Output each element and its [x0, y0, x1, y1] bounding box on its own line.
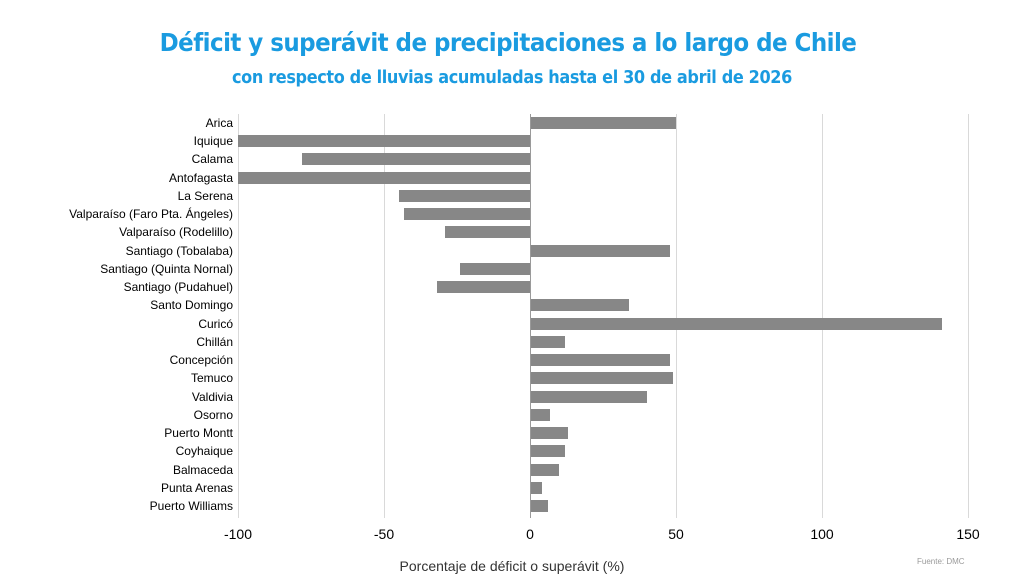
gridline	[238, 114, 239, 518]
category-label: Osorno	[193, 407, 233, 422]
bar	[302, 153, 530, 166]
category-label: Antofagasta	[168, 170, 233, 185]
category-label: Santiago (Pudahuel)	[123, 280, 233, 295]
chart-title: Déficit y superávit de precipitaciones a…	[159, 28, 857, 57]
x-tick-label: -100	[223, 526, 253, 542]
bar	[530, 463, 560, 476]
category-label: Santiago (Quinta Nornal)	[100, 261, 233, 276]
bar	[530, 390, 647, 403]
bar	[445, 226, 530, 239]
category-label: Concepción	[169, 353, 233, 368]
category-label: Puerto Williams	[149, 499, 233, 514]
gridline	[384, 114, 385, 518]
category-label: Calama	[191, 152, 233, 167]
category-label: Curicó	[198, 316, 233, 331]
bar	[459, 262, 530, 275]
bar	[530, 117, 676, 129]
bar	[530, 335, 566, 348]
source-note: Fuente: DMC	[917, 557, 965, 566]
bar	[238, 171, 530, 184]
bar	[530, 244, 671, 257]
bar	[404, 208, 530, 221]
category-label: Punta Arenas	[160, 480, 233, 495]
category-label: La Serena	[177, 188, 233, 203]
category-label: Temuco	[190, 371, 233, 386]
x-tick-label: 0	[526, 526, 534, 542]
gridline	[968, 114, 969, 518]
bar	[530, 317, 942, 330]
category-label: Valdivia	[191, 389, 233, 404]
x-tick-label: 50	[668, 526, 684, 542]
bar	[398, 189, 530, 202]
category-label: Arica	[205, 116, 233, 130]
bar	[530, 372, 674, 385]
category-label: Valparaíso (Rodelillo)	[119, 225, 233, 240]
category-label: Iquique	[193, 134, 233, 149]
chart-subtitle: con respecto de lluvias acumuladas hasta…	[232, 68, 792, 88]
category-label: Puerto Montt	[164, 426, 233, 441]
bar	[530, 481, 542, 494]
zero-axis-line	[530, 114, 531, 518]
x-axis-label: Porcentaje de déficit o superávit (%)	[0, 558, 1024, 574]
category-label: Santiago (Tobalaba)	[125, 243, 233, 258]
gridline	[822, 114, 823, 518]
bar	[530, 299, 630, 312]
gridline	[676, 114, 677, 518]
x-tick-label: -50	[373, 526, 395, 542]
x-tick-label: 150	[956, 526, 980, 542]
bar	[436, 281, 530, 294]
category-label: Balmaceda	[172, 462, 233, 477]
bar	[530, 408, 551, 421]
category-label: Chillán	[196, 334, 233, 349]
bar	[530, 445, 566, 458]
bar	[530, 427, 568, 440]
x-axis-title: Porcentaje de déficit o superávit (%)	[399, 558, 625, 574]
bar	[530, 500, 548, 513]
x-tick-label: 100	[810, 526, 834, 542]
bar	[530, 354, 671, 367]
category-label: Valparaíso (Faro Pta. Ángeles)	[69, 207, 233, 222]
category-label: Coyhaique	[175, 444, 233, 459]
category-label: Santo Domingo	[150, 298, 233, 313]
plot-area	[238, 114, 969, 518]
bar	[238, 135, 530, 148]
